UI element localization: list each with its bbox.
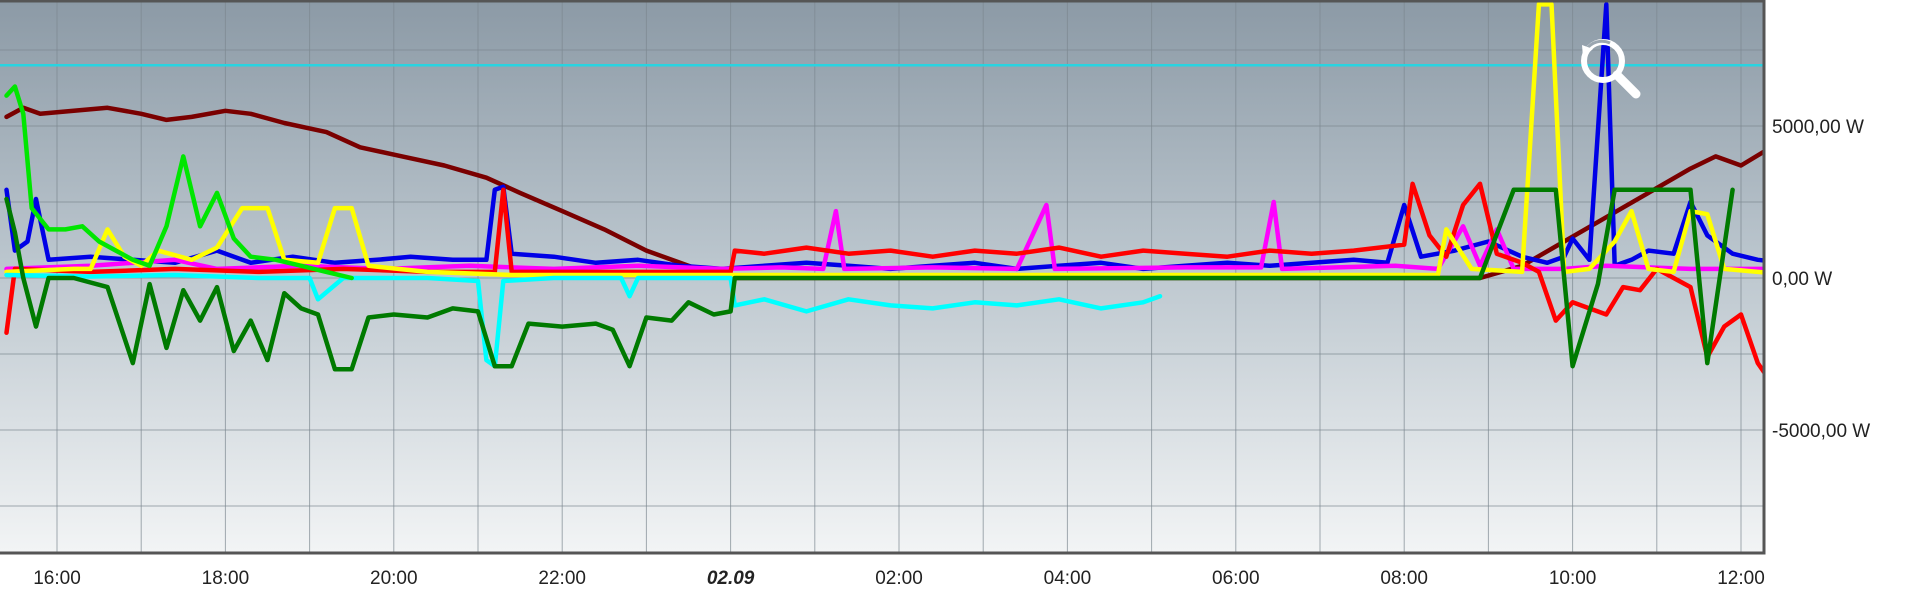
x-axis: 16:00 18:00 20:00 22:00 02.09 02:00 04:00 06:00… <box>33 568 1765 589</box>
series-line-5 <box>4 272 1163 369</box>
series-line-6 <box>4 84 354 281</box>
y-tick-label-1: 0,00 W <box>1772 269 1832 290</box>
y-tick-label-0: 5000,00 W <box>1772 117 1864 138</box>
series-line-0 <box>4 105 1764 281</box>
zoom-icon[interactable] <box>1581 39 1641 99</box>
x-tick-label-7: 06:00 <box>1212 568 1260 589</box>
x-tick-label-10: 12:00 <box>1717 568 1765 589</box>
y-axis: 5000,00 W 0,00 W -5000,00 W <box>1772 117 1870 442</box>
x-tick-label-2: 20:00 <box>370 568 418 589</box>
series-layer <box>4 2 1764 376</box>
y-tick-label-2: -5000,00 W <box>1772 421 1870 442</box>
series-line-4 <box>4 2 1764 278</box>
x-tick-label-0: 16:00 <box>33 568 81 589</box>
x-tick-label-8: 08:00 <box>1380 568 1428 589</box>
x-tick-label-5: 02:00 <box>875 568 923 589</box>
x-tick-label-4: 02.09 <box>707 568 755 589</box>
series-line-7 <box>4 187 1735 372</box>
x-tick-label-3: 22:00 <box>538 568 586 589</box>
plot-frame <box>0 0 1766 555</box>
x-tick-label-9: 10:00 <box>1549 568 1597 589</box>
x-tick-label-6: 04:00 <box>1044 568 1092 589</box>
x-tick-label-1: 18:00 <box>202 568 250 589</box>
